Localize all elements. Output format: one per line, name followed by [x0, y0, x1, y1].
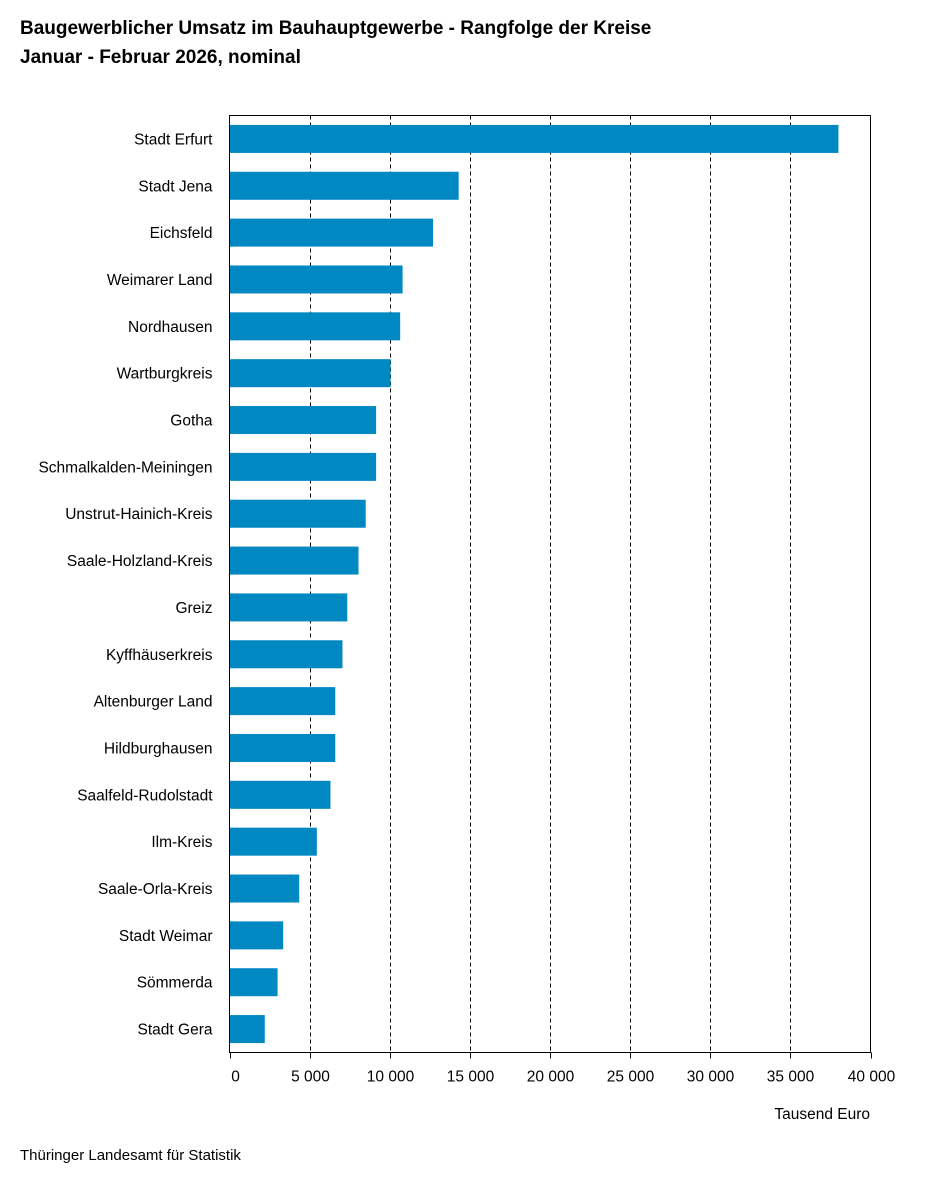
category-label: Hildburghausen	[104, 740, 213, 757]
category-label: Stadt Gera	[138, 1022, 213, 1039]
category-label: Saale-Orla-Kreis	[98, 881, 213, 898]
bar	[229, 780, 331, 809]
bars	[229, 124, 839, 1044]
bar	[229, 406, 377, 435]
chart-title-block: Baugewerblicher Umsatz im Bauhauptgewerb…	[20, 14, 651, 72]
x-axis-ticks: 0 5 000 10 000 15 000 20 000 25 000 30 000 35 0…	[230, 1052, 896, 1086]
bar	[229, 827, 317, 856]
x-tick-label: 20 000	[527, 1069, 575, 1086]
category-label: Wartburgkreis	[117, 366, 213, 383]
x-tick-label: 15 000	[447, 1069, 495, 1086]
category-label: Saale-Holzland-Kreis	[67, 553, 213, 570]
bar	[229, 687, 336, 716]
category-label: Ilm-Kreis	[151, 834, 212, 851]
category-label: Greiz	[175, 600, 212, 617]
category-label: Eichsfeld	[150, 225, 213, 242]
category-label: Stadt Jena	[138, 178, 212, 195]
category-label: Stadt Erfurt	[134, 131, 213, 148]
category-label: Gotha	[170, 413, 213, 430]
bar	[229, 218, 434, 247]
category-label: Stadt Weimar	[119, 928, 213, 945]
bar	[229, 1015, 265, 1044]
category-label: Altenburger Land	[94, 694, 213, 711]
x-tick-label: 25 000	[607, 1069, 655, 1086]
bar	[229, 124, 839, 153]
bar	[229, 968, 278, 997]
x-tick-label: 40 000	[848, 1069, 896, 1086]
category-label: Sömmerda	[137, 975, 213, 992]
x-tick-label: 30 000	[687, 1069, 735, 1086]
bar	[229, 546, 359, 575]
gridlines	[310, 115, 791, 1053]
x-tick-label: 35 000	[767, 1069, 815, 1086]
bar	[229, 593, 348, 622]
category-label: Unstrut-Hainich-Kreis	[65, 506, 213, 523]
category-label: Schmalkalden-Meiningen	[38, 459, 212, 476]
bar	[229, 312, 401, 341]
bar	[229, 359, 391, 388]
bar	[229, 921, 284, 950]
bar	[229, 265, 403, 294]
x-tick-label: 0	[231, 1069, 240, 1086]
x-tick-label: 10 000	[367, 1069, 415, 1086]
bar	[229, 499, 366, 528]
x-tick-label: 5 000	[291, 1069, 330, 1086]
bar	[229, 452, 377, 481]
bar	[229, 171, 459, 200]
bar	[229, 874, 300, 903]
source-note: Thüringer Landesamt für Statistik	[20, 1147, 241, 1164]
category-labels: Stadt Erfurt Stadt Jena Eichsfeld Weimarer …	[38, 131, 213, 1038]
chart-title: Baugewerblicher Umsatz im Bauhauptgewerb…	[20, 18, 652, 39]
chart-subtitle: Januar - Februar 2026, nominal	[20, 47, 301, 68]
category-label: Weimarer Land	[107, 272, 213, 289]
bar	[229, 733, 336, 762]
x-axis-unit-label: Tausend Euro	[774, 1106, 870, 1123]
category-label: Nordhausen	[128, 319, 212, 336]
bar	[229, 640, 343, 669]
category-label: Saalfeld-Rudolstadt	[77, 787, 213, 804]
category-label: Kyffhäuserkreis	[106, 647, 213, 664]
